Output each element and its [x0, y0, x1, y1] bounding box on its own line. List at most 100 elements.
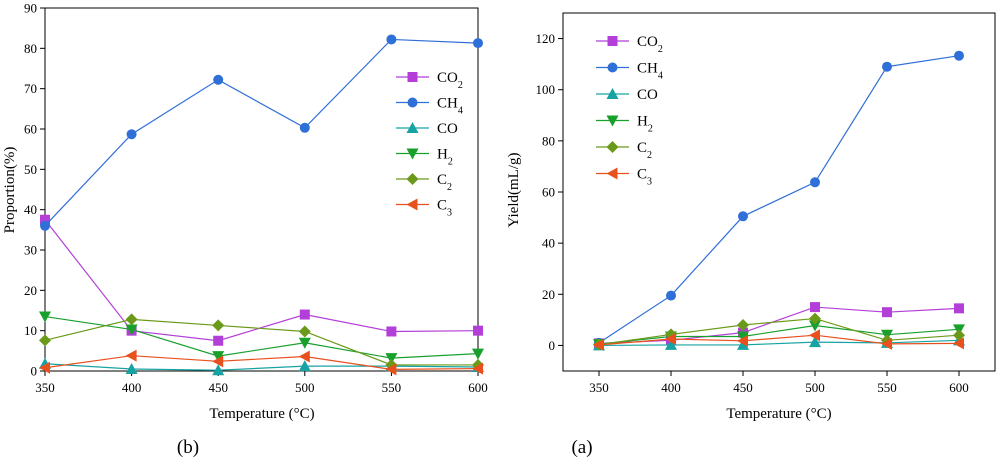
x-axis-label: Temperature (°C) [209, 406, 314, 422]
legend-marker [407, 72, 418, 82]
legend-item: CO2 [396, 70, 463, 91]
data-point [809, 312, 821, 325]
x-tick-label: 550 [382, 380, 402, 395]
legend-marker [606, 167, 618, 180]
legend-marker [406, 198, 418, 211]
series-line [44, 315, 479, 359]
data-point [125, 362, 138, 374]
data-point [298, 325, 311, 338]
data-point [666, 290, 676, 301]
series-line [598, 317, 960, 346]
data-point [810, 177, 820, 188]
legend-item: H2 [396, 147, 453, 168]
legend-label: H2 [637, 114, 653, 135]
data-point [298, 350, 310, 363]
legend-item: C3 [596, 167, 652, 188]
data-point [212, 355, 224, 368]
data-point [737, 331, 749, 343]
legend-label: CO [637, 87, 658, 103]
data-point [385, 363, 397, 376]
data-point [953, 329, 965, 342]
legend-subscript: 2 [458, 80, 463, 91]
y-tick-label: 10 [24, 323, 37, 338]
series-line [44, 355, 479, 370]
y-tick-label: 0 [31, 364, 38, 379]
data-point [40, 214, 50, 225]
y-tick-label: 60 [542, 185, 555, 200]
data-point [299, 309, 310, 320]
legend-label: C3 [637, 167, 652, 188]
legend-subscript: 2 [658, 44, 663, 55]
data-point [212, 364, 225, 376]
data-point [125, 349, 137, 362]
chart-panel-2: 0 20 40 60 80 100 120 350 400 450 500 550 600 Tempera… [506, 12, 996, 458]
legend-subscript: 2 [448, 156, 453, 167]
legend-item: CH4 [596, 61, 663, 81]
series-ch4 [594, 50, 964, 348]
y-tick-label: 30 [24, 243, 37, 258]
chart-panel-1: 0 10 20 30 40 50 60 70 80 90 350 400 450 500 550 600 Tem… [2, 1, 488, 459]
data-point [472, 362, 483, 375]
data-point [882, 307, 892, 318]
legend-item: CO2 [596, 34, 663, 55]
data-point [385, 353, 398, 365]
data-point [39, 361, 50, 374]
data-point [40, 220, 50, 231]
x-tick-label: 550 [877, 380, 897, 395]
legend-subscript: 3 [647, 176, 652, 187]
legend-marker [606, 115, 619, 127]
y-tick-label: 100 [536, 82, 556, 97]
x-tick-label: 450 [208, 380, 228, 395]
legend-item: C2 [396, 172, 452, 193]
legend-item: C3 [396, 198, 452, 218]
data-point [386, 326, 397, 337]
series-ch4 [40, 34, 483, 231]
data-point [39, 311, 51, 323]
data-point [126, 129, 137, 140]
legend-item: C2 [596, 140, 652, 161]
series-line [598, 324, 960, 345]
plot-frame [562, 12, 996, 372]
series-co [39, 357, 484, 376]
series-line [598, 334, 960, 346]
data-point [809, 320, 821, 332]
x-tick-label: 400 [661, 380, 681, 395]
y-tick-label: 60 [24, 122, 37, 137]
legend-subscript: 3 [447, 207, 452, 218]
legend-marker [607, 36, 618, 46]
data-point [473, 38, 483, 49]
legend-label: CO [437, 121, 458, 137]
legend-subscript: 2 [648, 123, 653, 134]
legend-item: CO [596, 87, 658, 103]
data-point [125, 313, 138, 326]
data-point [212, 351, 225, 363]
legend-label: H2 [437, 147, 453, 168]
y-tick-label: 80 [542, 133, 555, 148]
legend-item: H2 [596, 114, 653, 135]
legend-marker [607, 62, 618, 73]
legend-marker [406, 122, 419, 133]
x-tick-label: 600 [949, 380, 969, 395]
x-tick-label: 500 [295, 380, 315, 395]
series-c3 [39, 349, 483, 376]
legend-label: C2 [437, 172, 452, 193]
y-tick-label: 50 [24, 162, 37, 177]
data-point [298, 337, 311, 349]
data-point [39, 334, 51, 347]
legend-label: C2 [637, 140, 652, 161]
data-point [737, 334, 748, 347]
legend-subscript: 2 [647, 150, 652, 161]
data-point [738, 211, 748, 222]
legend-subscript: 4 [458, 105, 463, 116]
y-tick-label: 80 [24, 41, 37, 56]
series-line [598, 339, 960, 347]
data-point [810, 302, 820, 313]
series-h2 [593, 320, 965, 351]
panel-label: (b) [177, 437, 199, 458]
data-point [213, 74, 224, 85]
legend-label: CO2 [437, 70, 463, 91]
series-c3 [593, 329, 964, 351]
legend-marker [407, 97, 418, 108]
y-tick-label: 20 [24, 283, 37, 298]
y-tick-label: 120 [536, 31, 556, 46]
